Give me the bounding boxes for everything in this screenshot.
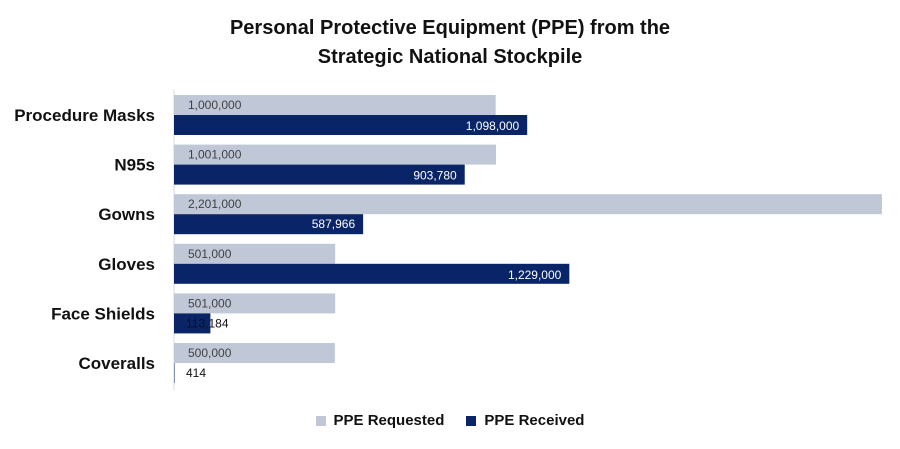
bar-received[interactable] [174,263,570,284]
data-label-received: 587,966 [312,217,356,231]
legend-label-requested: PPE Requested [333,412,445,429]
data-label-received: 1,098,000 [466,119,520,133]
chart-title-line-1: Personal Protective Equipment (PPE) from… [229,17,671,39]
data-label-requested: 2,201,000 [188,197,242,211]
data-label-requested: 1,001,000 [188,148,242,162]
bar-received[interactable] [174,164,465,185]
data-label-requested: 1,000,000 [188,98,242,112]
data-label-requested: 501,000 [188,247,232,261]
category-label: Procedure Masks [14,106,155,125]
data-label-requested: 501,000 [188,296,232,310]
bar-requested[interactable] [174,293,336,314]
bar-received[interactable] [174,115,528,135]
chart-title: Personal Protective Equipment (PPE) from… [0,14,900,72]
data-label-received: 903,780 [413,169,457,183]
bar-requested[interactable] [174,144,496,165]
legend-item-requested[interactable]: PPE Requested [315,412,445,429]
data-label-received: 414 [186,366,206,380]
category-label: Gowns [98,205,155,224]
category-label: Gloves [98,255,155,274]
data-label-received: 1,229,000 [508,268,562,282]
legend-label-received: PPE Received [484,412,585,429]
bar-received[interactable] [174,214,364,235]
bar-requested[interactable] [174,343,335,363]
legend-swatch-received [466,415,477,426]
category-label: N95s [114,156,155,175]
bar-received[interactable] [174,313,211,334]
bar-received[interactable] [174,363,175,383]
bar-requested[interactable] [174,95,496,115]
legend-item-received[interactable]: PPE Received [466,412,584,429]
data-label-received: 113,184 [186,316,229,330]
legend-swatch-requested [315,415,326,426]
category-label: Coveralls [78,354,155,373]
bar-requested[interactable] [174,194,882,215]
legend: PPE Requested PPE Received [0,412,900,429]
category-label: Face Shields [51,304,155,323]
chart-title-line-2: Strategic National Stockpile [317,46,583,68]
bar-requested[interactable] [174,243,336,264]
data-label-requested: 500,000 [188,346,232,360]
